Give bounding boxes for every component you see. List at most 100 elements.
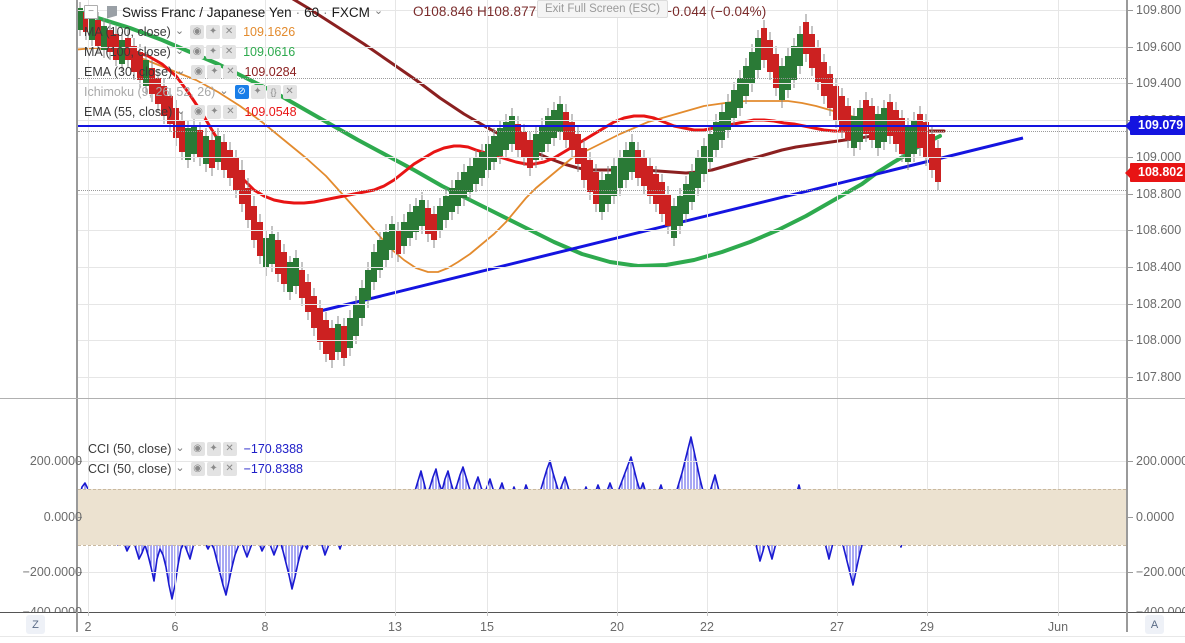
eye-icon[interactable]: ◉ (191, 65, 206, 79)
cci-legend: CCI (50, close) ⌄ ◉ ✦ ✕ −170.8388 CCI (5… (88, 439, 303, 479)
close-icon[interactable]: ✕ (223, 65, 238, 79)
indicator-value: 109.0616 (243, 44, 296, 59)
time-tick-label: 8 (261, 620, 269, 634)
symbol-flag-icon (107, 5, 117, 19)
indicator-row-ichimoku[interactable]: Ichimoku (9, 26, 52, 26) ⌄ ⊘ ✦ {} ✕ (84, 82, 385, 102)
candle-bodies (78, 8, 941, 360)
braces-icon[interactable]: {} (266, 85, 281, 99)
title-sep: · (295, 4, 301, 20)
time-tick-label: 22 (700, 620, 714, 634)
eye-off-icon[interactable]: ⊘ (234, 85, 249, 99)
time-tick-label: 13 (388, 620, 402, 634)
time-tick-label: 27 (830, 620, 844, 634)
close-icon[interactable]: ✕ (282, 85, 297, 99)
cci-band-lower (78, 545, 1126, 546)
time-axis-left-divider (76, 612, 78, 632)
chevron-down-icon[interactable]: ⌄ (175, 441, 185, 454)
cci-tick-label-left: 200.0000 (29, 454, 82, 468)
cci-tick-label-left: 0.0000 (43, 510, 82, 524)
chevron-down-icon[interactable]: ⌄ (175, 461, 185, 474)
chevron-down-icon[interactable]: ⌄ (176, 104, 186, 117)
chevron-down-icon[interactable]: ⌄ (176, 64, 186, 77)
eye-icon[interactable]: ◉ (190, 442, 205, 456)
eye-icon[interactable]: ◉ (190, 462, 205, 476)
cci-tick-label-left: −200.0000 (22, 565, 82, 579)
indicator-name[interactable]: EMA (55, close) (84, 104, 173, 119)
close-icon[interactable]: ✕ (222, 45, 237, 59)
dotted-level-upper (78, 78, 1126, 79)
minus-box-icon[interactable]: − (84, 5, 98, 19)
cci-scale-divider (1126, 399, 1128, 612)
price-tick-label: 109.600 (1136, 40, 1182, 54)
close-icon[interactable]: ✕ (222, 462, 237, 476)
price-plot-area[interactable] (78, 0, 1126, 398)
title-sep-2: · (323, 4, 328, 20)
chevron-down-icon[interactable]: ⌄ (174, 24, 185, 37)
eye-icon[interactable]: ◉ (190, 45, 205, 59)
price-legend: − Swiss Franc / Japanese Yen · 60 · FXCM… (84, 2, 385, 122)
close-icon[interactable]: ✕ (222, 25, 237, 39)
indicator-name[interactable]: MA (100, close) (84, 24, 171, 39)
indicator-row-ema55[interactable]: EMA (55, close) ⌄ ◉ ✦ ✕ 109.0548 (84, 102, 385, 122)
cci-tick-label: 0.0000 (1136, 510, 1175, 524)
price-tick-label: 109.400 (1136, 76, 1182, 90)
indicator-value: 109.1626 (243, 24, 296, 39)
gear-icon[interactable]: ✦ (206, 442, 221, 456)
exchange-label[interactable]: FXCM (331, 4, 370, 20)
symbol-name[interactable]: Swiss Franc / Japanese Yen (122, 4, 292, 20)
price-tick-label: 108.000 (1136, 333, 1182, 347)
cci-plot-area[interactable] (78, 399, 1126, 612)
time-tick-label: 20 (610, 620, 624, 634)
time-tick-label: 6 (171, 620, 179, 634)
indicator-row-ema30[interactable]: EMA (30, close) ⌄ ◉ ✦ ✕ 109.0284 (84, 62, 385, 82)
chevron-down-icon[interactable]: ⌄ (219, 84, 229, 97)
cci-legend-row-2[interactable]: CCI (50, close) ⌄ ◉ ✦ ✕ −170.8388 (88, 459, 303, 479)
gear-icon[interactable]: ✦ (206, 25, 221, 39)
indicator-name[interactable]: Ichimoku (9, 26, 52, 26) (84, 84, 216, 99)
gear-icon[interactable]: ✦ (206, 462, 221, 476)
chevron-down-icon[interactable]: ⌄ (373, 4, 384, 17)
price-tick-label: 107.800 (1136, 370, 1182, 384)
left-gutter-divider (76, 0, 78, 398)
indicator-value: −170.8388 (243, 441, 304, 456)
indicator-name[interactable]: MA (100, close) (84, 44, 171, 59)
symbol-title-row[interactable]: − Swiss Franc / Japanese Yen · 60 · FXCM… (84, 2, 385, 22)
cci-legend-row-1[interactable]: CCI (50, close) ⌄ ◉ ✦ ✕ −170.8388 (88, 439, 303, 459)
ma-green-line (78, 8, 942, 268)
gear-icon[interactable]: ✦ (250, 85, 265, 99)
eye-icon[interactable]: ◉ (190, 25, 205, 39)
time-tick-label: Jun (1047, 620, 1069, 634)
cci-band (78, 489, 1126, 545)
eye-icon[interactable]: ◉ (191, 105, 206, 119)
cci-left-divider (76, 399, 78, 612)
close-icon[interactable]: ✕ (223, 105, 238, 119)
indicator-value: 109.0548 (244, 104, 297, 119)
indicator-name[interactable]: CCI (50, close) (88, 461, 172, 476)
indicator-value: −170.8388 (243, 461, 304, 476)
time-tick-label: 2 (84, 620, 92, 634)
auto-scale-button[interactable]: A (1145, 615, 1164, 634)
ma-orange-line (78, 47, 899, 273)
gear-icon[interactable]: ✦ (207, 105, 222, 119)
crosshair-price-tag[interactable]: 109.079 (1125, 116, 1185, 135)
pane-separator[interactable] (0, 398, 1185, 399)
time-axis[interactable]: 2 6 8 13 15 20 22 27 29 Jun Z A (0, 612, 1185, 643)
dotted-level-lower (78, 190, 1126, 191)
last-price-tag[interactable]: 108.802 (1125, 163, 1185, 182)
indicator-row-ma100-orange[interactable]: MA (100, close) ⌄ ◉ ✦ ✕ 109.1626 (84, 22, 385, 42)
indicator-name[interactable]: CCI (50, close) (88, 441, 172, 456)
chevron-down-icon[interactable]: ⌄ (174, 44, 185, 57)
close-icon[interactable]: ✕ (222, 442, 237, 456)
indicator-name[interactable]: EMA (30, close) (84, 64, 173, 79)
interval-label[interactable]: 60 (304, 4, 320, 20)
timezone-button[interactable]: Z (26, 615, 45, 634)
crosshair-price-value: 109.079 (1138, 118, 1184, 132)
time-tick-label: 15 (480, 620, 494, 634)
indicator-row-ma100-green[interactable]: MA (100, close) ⌄ ◉ ✦ ✕ 109.0616 (84, 42, 385, 62)
gear-icon[interactable]: ✦ (207, 65, 222, 79)
horizontal-price-ray[interactable] (78, 125, 1126, 127)
gear-icon[interactable]: ✦ (206, 45, 221, 59)
last-price-value: 108.802 (1138, 165, 1184, 179)
price-tick-label: 109.000 (1136, 150, 1182, 164)
